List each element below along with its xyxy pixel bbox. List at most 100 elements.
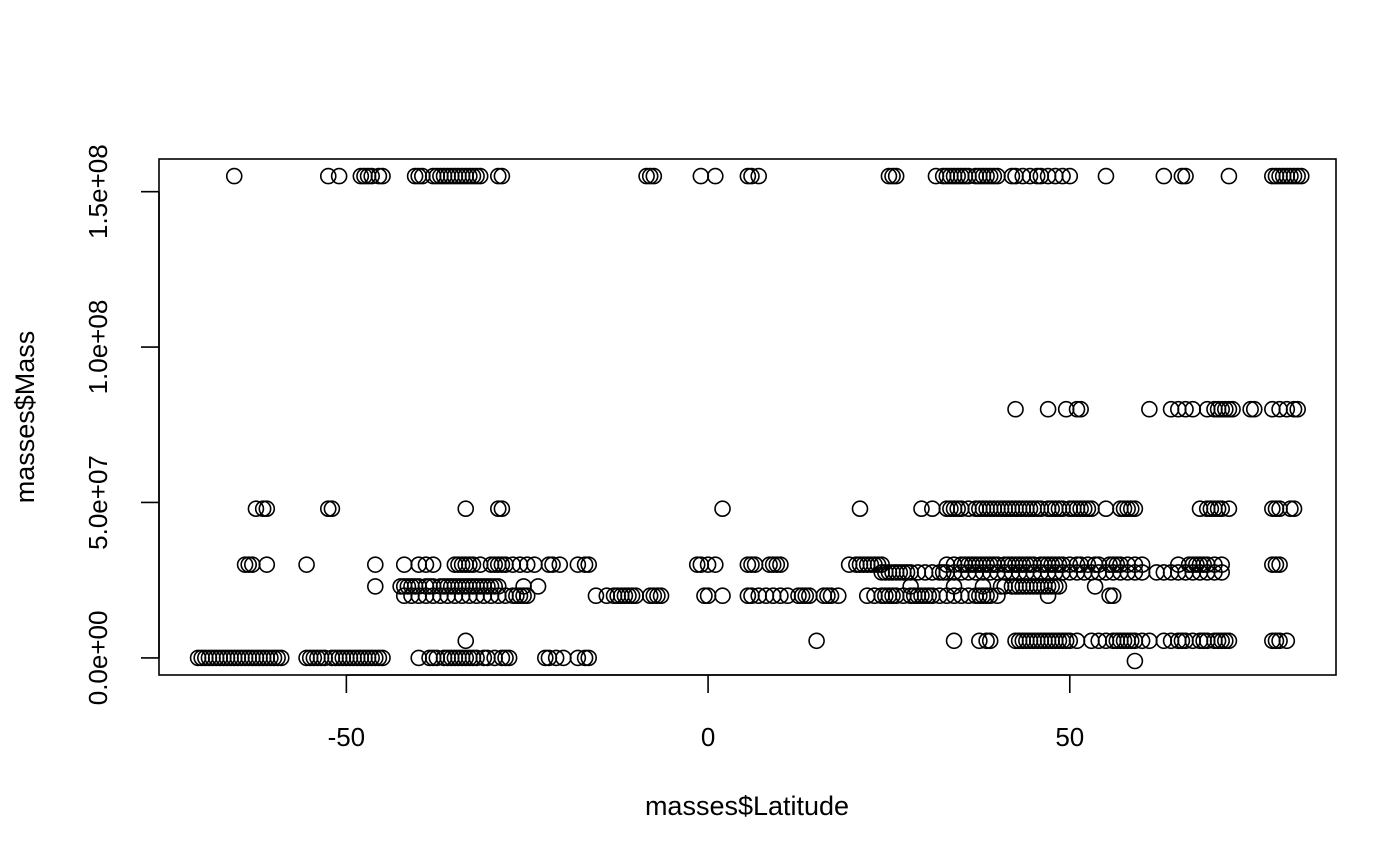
data-point [1014,556,1032,573]
data-point [829,587,847,605]
data-point [913,500,930,517]
data-point [529,578,547,595]
data-point [1141,400,1158,418]
data-point [1177,400,1194,418]
data-point [1075,500,1093,517]
data-point [587,587,605,605]
data-point [547,649,565,667]
data-point [1115,500,1133,517]
data-point [1057,632,1075,650]
data-point [464,556,482,573]
data-point [1021,167,1039,185]
data-point [645,587,663,605]
data-point [1271,632,1288,650]
data-point [772,587,789,605]
data-point [623,587,641,605]
data-point [493,556,511,573]
x-tick-label: -50 [328,722,366,752]
data-point [739,587,757,605]
data-point [518,556,536,573]
data-point [569,649,587,667]
data-point [1126,500,1144,517]
data-point [410,167,428,185]
data-point [1086,578,1104,595]
data-point [319,167,337,185]
data-point [1285,167,1303,185]
data-point [569,556,587,573]
data-point [1285,500,1303,517]
data-point [468,649,485,667]
data-point [1278,400,1296,418]
data-point [913,587,930,605]
data-point [489,500,507,517]
data-point [1079,556,1097,573]
data-point [1061,167,1079,185]
data-point [971,587,988,605]
data-point [1072,500,1089,517]
data-point [319,500,337,517]
data-point [761,556,778,573]
data-point [707,556,724,573]
data-point [652,587,670,605]
data-point [493,649,511,667]
data-point [464,167,482,185]
data-point [750,167,768,185]
data-point [945,578,963,595]
data-point [508,587,525,605]
data-point [1003,167,1021,185]
data-point [240,556,258,573]
data-point [374,649,391,667]
data-point [1061,632,1079,650]
data-point [1173,632,1191,650]
data-point [1122,632,1140,650]
data-point [1021,500,1039,517]
data-point [537,649,554,667]
data-point [819,587,836,605]
data-point [1072,400,1089,418]
data-point [1133,632,1151,650]
data-point [551,556,569,573]
data-point [1220,632,1238,650]
data-point [978,632,995,650]
data-point [877,587,894,605]
data-point [1173,167,1191,185]
data-point [1039,587,1057,605]
y-tick-label: 0.0e+00 [83,611,113,706]
data-point [1039,578,1057,595]
data-point [457,500,475,517]
data-point [1282,500,1299,517]
data-point [370,167,388,185]
data-point [1068,400,1086,418]
y-tick-label: 1.5e+08 [83,144,113,239]
data-point [1213,400,1231,418]
data-point [370,649,388,667]
data-point [518,587,536,605]
data-point [1224,400,1241,418]
data-point [1220,400,1238,418]
data-point [714,500,731,517]
data-point [330,167,348,185]
data-point [978,587,995,605]
data-point [1271,556,1288,573]
data-point [493,500,511,517]
data-point [1039,400,1057,418]
data-point [475,649,493,667]
data-point [1050,632,1068,650]
y-axis: 0.0e+00 5.0e+07 1.0e+08 1.5e+08 [83,144,160,706]
data-point [258,500,276,517]
data-point [1289,167,1306,185]
data-point [1220,167,1238,185]
y-axis-label: masses$Mass [10,331,40,504]
data-point [395,556,413,573]
data-point [1209,500,1227,517]
data-point [363,167,380,185]
data-point [225,167,243,185]
data-point [1213,632,1231,650]
data-point [1242,400,1259,418]
data-point [500,649,518,667]
data-point [692,167,710,185]
data-point [374,167,391,185]
data-point [424,556,442,573]
data-point [862,556,880,573]
